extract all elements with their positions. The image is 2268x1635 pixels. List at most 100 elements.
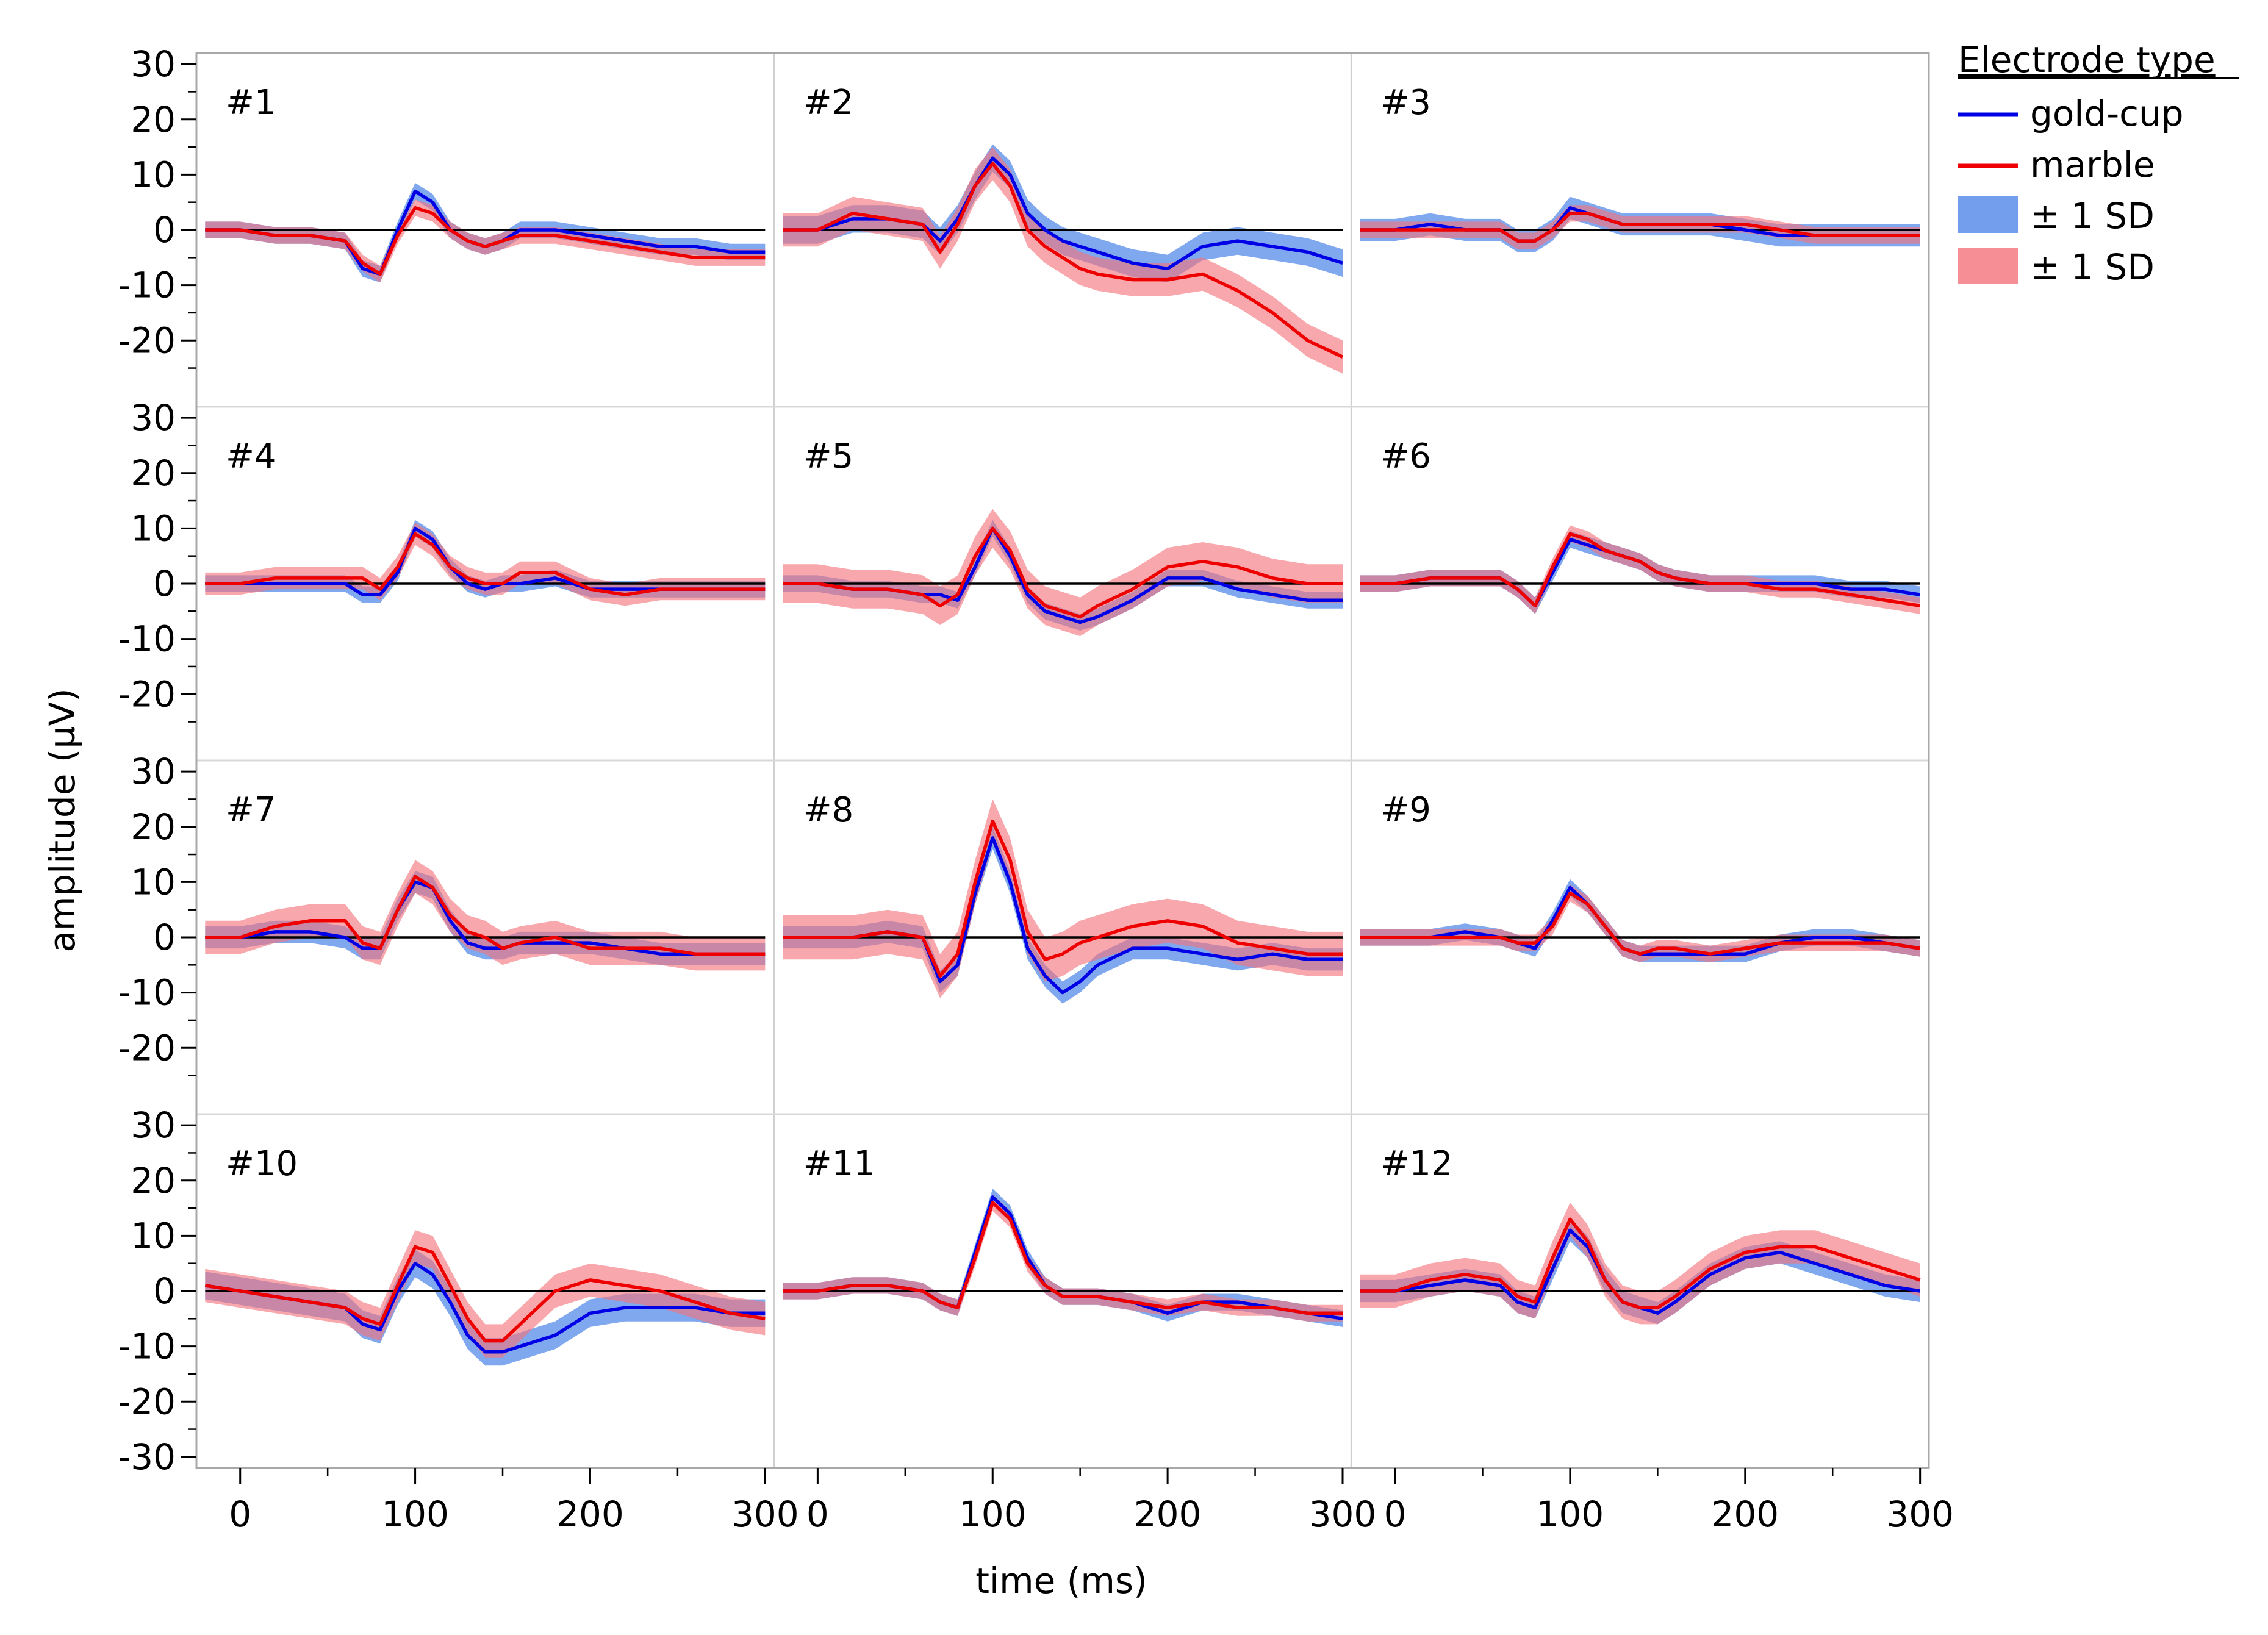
panel-label: #4 (226, 437, 276, 476)
panel-12: #12 (1360, 1144, 1921, 1325)
panel-label: #2 (803, 83, 854, 123)
panel-3: #3 (1360, 83, 1920, 252)
x-tick-label: 0 (1384, 1494, 1407, 1535)
gold-cup-line (205, 880, 766, 956)
y-tick-label: 0 (153, 917, 176, 958)
x-tick-label: 200 (1134, 1494, 1202, 1535)
panel-6: #6 (1360, 437, 1921, 614)
x-axis-label: time (ms) (975, 1560, 1147, 1601)
y-tick-label: 20 (131, 1160, 176, 1201)
x-tick-label: 300 (731, 1494, 799, 1535)
x-tick-label: 200 (1711, 1494, 1779, 1535)
y-tick-label: 10 (131, 154, 176, 195)
marble-line (1360, 212, 1920, 243)
x-tick-label: 100 (959, 1494, 1027, 1535)
legend-entry-label: ± 1 SD (2030, 246, 2155, 288)
marble-line (783, 1201, 1343, 1315)
gold-cup-line (205, 526, 766, 596)
panel-7: #7 (205, 790, 766, 971)
x-tick-label: 100 (1537, 1494, 1604, 1535)
panel-label: #1 (226, 83, 276, 123)
x-tick-label: 200 (556, 1494, 624, 1535)
marble-sd-band (205, 860, 766, 971)
panel-4: #4 (205, 437, 766, 606)
y-tick-label: 30 (131, 397, 176, 438)
y-tick-label: -30 (118, 1436, 176, 1478)
y-tick-label: -20 (118, 1381, 176, 1422)
marble-line (205, 875, 766, 956)
y-tick-label: -10 (118, 265, 176, 306)
marble-line (204, 1245, 766, 1343)
gold-cup-sd-band (783, 826, 1343, 1004)
panel-9: #9 (1360, 790, 1921, 962)
marble-sd-band (783, 799, 1343, 998)
legend-entry-label: gold-cup (2030, 93, 2184, 134)
y-tick-label: 30 (131, 43, 176, 85)
marble-line (783, 526, 1343, 619)
panel-11: #11 (783, 1144, 1343, 1327)
y-tick-label: 10 (131, 861, 176, 903)
panel-label: #12 (1380, 1144, 1452, 1184)
y-axis: 30 20 10 0 -10 -20 30 20 10 0 -10 -20 30 20 10 0 -10 -20 3… (118, 43, 198, 1478)
legend-entry-label: ± 1 SD (2030, 195, 2155, 237)
y-tick-label: -20 (118, 320, 176, 361)
y-tick-label: 30 (131, 751, 176, 792)
y-tick-label: -10 (118, 1326, 176, 1367)
legend-entry-label: marble (2030, 144, 2155, 185)
marble-sd-band (783, 147, 1343, 374)
marble-sd-band (205, 199, 766, 283)
y-tick-label: 0 (153, 1270, 176, 1312)
panel-label: #7 (226, 790, 276, 830)
y-tick-label: 0 (153, 209, 176, 251)
y-axis-label: amplitude (µV) (41, 688, 83, 952)
panel-label: #6 (1380, 437, 1431, 476)
x-tick-label: 0 (229, 1494, 251, 1535)
x-axis: 0 100 200 300 0 100 200 300 0 100 200 300 (229, 1468, 1954, 1535)
marble-sd-band (1360, 525, 1920, 614)
legend-swatch-band (1958, 196, 2018, 233)
legend: Electrode type gold-cup marble ± 1 SD ± 1 SD (1958, 39, 2239, 288)
x-tick-label: 100 (381, 1494, 449, 1535)
marble-line (1360, 532, 1921, 608)
y-tick-label: 10 (131, 1215, 176, 1256)
x-tick-label: 300 (1886, 1494, 1954, 1535)
legend-swatch-band (1958, 248, 2018, 284)
panel-5: #5 (783, 437, 1343, 637)
legend-title: Electrode type (1958, 39, 2216, 80)
marble-sd-band (205, 523, 766, 606)
panel-10: #10 (204, 1144, 766, 1366)
y-tick-label: -10 (118, 618, 176, 660)
y-tick-label: 20 (131, 99, 176, 140)
marble-sd-band (205, 1230, 766, 1358)
marble-line (783, 162, 1344, 359)
y-tick-label: 20 (131, 453, 176, 494)
panel-1: #1 (205, 83, 766, 283)
y-tick-label: 20 (131, 806, 176, 848)
x-tick-label: 0 (806, 1494, 829, 1535)
y-tick-label: 10 (131, 507, 176, 549)
panel-label: #5 (803, 437, 854, 476)
panel-8: #8 (783, 790, 1343, 1004)
y-tick-label: -10 (118, 972, 176, 1014)
panels: #1 #2 #3 #4 #5 #6 #7 #8 #9 #10 #11 #12 (204, 83, 1921, 1366)
y-tick-label: 0 (153, 563, 176, 604)
y-tick-label: 30 (131, 1104, 176, 1146)
y-tick-label: -20 (118, 673, 176, 715)
marble-line (1360, 1217, 1921, 1309)
marble-sd-band (1360, 205, 1920, 249)
y-tick-label: -20 (118, 1027, 176, 1068)
marble-sd-band (1360, 884, 1920, 962)
panel-2: #2 (783, 83, 1344, 374)
panel-label: #11 (803, 1144, 875, 1184)
marble-line (205, 532, 766, 596)
marble-line (1360, 891, 1921, 956)
panel-label: #9 (1380, 790, 1431, 830)
panel-label: #3 (1380, 83, 1431, 123)
marble-line (205, 206, 766, 276)
marble-sd-band (783, 1194, 1343, 1322)
marble-sd-band (1360, 1203, 1920, 1325)
panel-label: #10 (226, 1144, 298, 1184)
marble-line (783, 819, 1343, 978)
marble-sd-band (783, 509, 1343, 637)
